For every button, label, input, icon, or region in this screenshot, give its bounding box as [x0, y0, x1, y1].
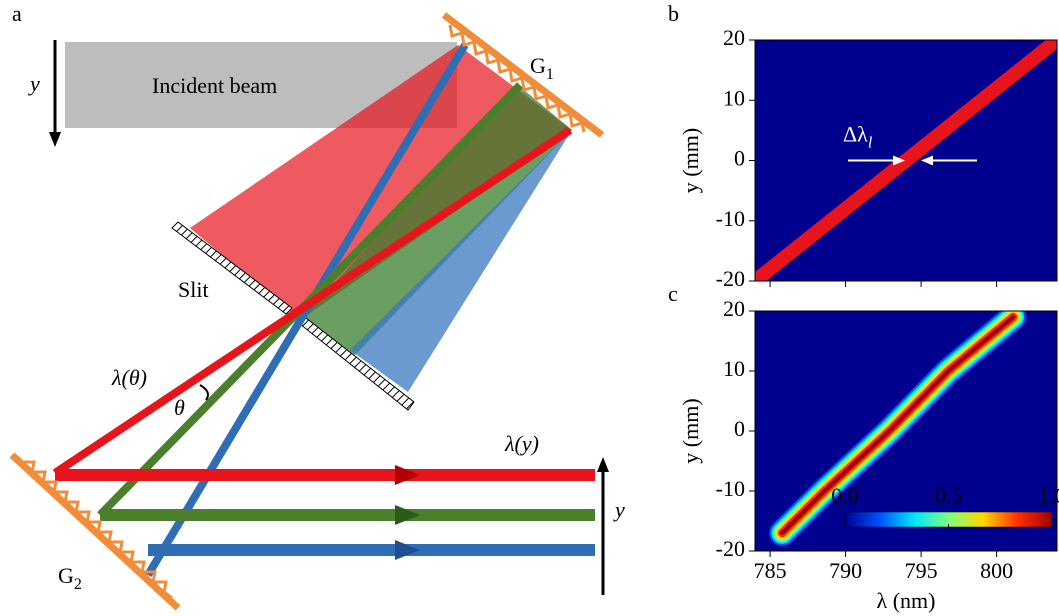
- y-tick-label: 0: [734, 416, 745, 441]
- x-tick-label: 785: [754, 558, 787, 583]
- grating-g1: [441, 12, 605, 138]
- y-tick-label: 20: [723, 296, 745, 321]
- x-tick-label: 795: [905, 558, 938, 583]
- slit-label: Slit: [178, 277, 209, 302]
- slit-blade: [171, 221, 293, 315]
- y-axis-title: y (mm): [678, 398, 703, 463]
- angle-arc: [199, 384, 209, 401]
- panel-label: c: [668, 281, 678, 306]
- x-tick-label: 790: [829, 558, 862, 583]
- y-tick-label: 10: [723, 356, 745, 381]
- density-layer: [780, 314, 1016, 536]
- plot-area: [755, 40, 1057, 281]
- x-tick-label: 800: [980, 558, 1013, 583]
- annotation-text: Δλ: [843, 122, 868, 147]
- grating-teeth: [448, 24, 586, 133]
- red-beam: [52, 126, 573, 477]
- chart: -20 -10 0 10 20 y (mm) Δλl: [678, 25, 1058, 291]
- annotation-sub: l: [868, 134, 873, 151]
- g1-label: G1: [530, 53, 554, 83]
- arrow-head: [921, 155, 933, 166]
- blue-fan: [350, 130, 572, 392]
- colorbar-tick-label: 0.5: [935, 483, 963, 508]
- g2-text: G: [58, 563, 74, 588]
- y-label: y: [28, 71, 40, 96]
- g1-text: G: [530, 53, 546, 78]
- band: [755, 40, 1057, 281]
- grating-teeth: [22, 460, 173, 600]
- y-tick-label: 0: [734, 146, 745, 171]
- arrow-head: [893, 155, 905, 166]
- arrow-head: [49, 132, 61, 147]
- arrow-head: [395, 540, 420, 560]
- y-label: y: [613, 497, 625, 522]
- g1-sub: 1: [546, 66, 554, 83]
- arrow-head: [597, 457, 609, 472]
- arrow-head: [395, 465, 420, 485]
- y-tick-label: -20: [716, 266, 745, 291]
- panel-label: b: [668, 1, 679, 26]
- theta-label: θ: [174, 395, 185, 420]
- y-axis-title: y (mm): [678, 128, 703, 193]
- g2-label: G2: [58, 563, 82, 593]
- plot-area: [769, 311, 1027, 546]
- y-tick-label: -10: [716, 206, 745, 231]
- g2-sub: 2: [74, 576, 82, 593]
- y-tick-label: 20: [723, 25, 745, 50]
- incident-label: Incident beam: [152, 73, 277, 98]
- panel-label: a: [12, 1, 22, 26]
- y-tick-label: -10: [716, 476, 745, 501]
- annotation: Δλl: [843, 122, 873, 152]
- y-tick-label: -20: [716, 536, 745, 561]
- grating-g2: [9, 452, 181, 611]
- y-tick-label: 10: [723, 85, 745, 110]
- x-axis-title: λ (nm): [877, 588, 936, 613]
- colorbar-tick-label: 0.0: [831, 483, 859, 508]
- chart: -20 -10 0 10 20 785 790 795 800 y (mm) λ (nm) 0.0 0.…: [678, 296, 1059, 613]
- lambda-y-label: λ(y): [504, 431, 539, 456]
- diagram: a y Incident beam G1 Slit λ(θ) θ λ(y) y …: [9, 1, 679, 611]
- arrow-head: [395, 505, 420, 525]
- colorbar-tick-label: 1.0: [1038, 483, 1059, 508]
- lambda-theta-label: λ(θ): [111, 365, 147, 390]
